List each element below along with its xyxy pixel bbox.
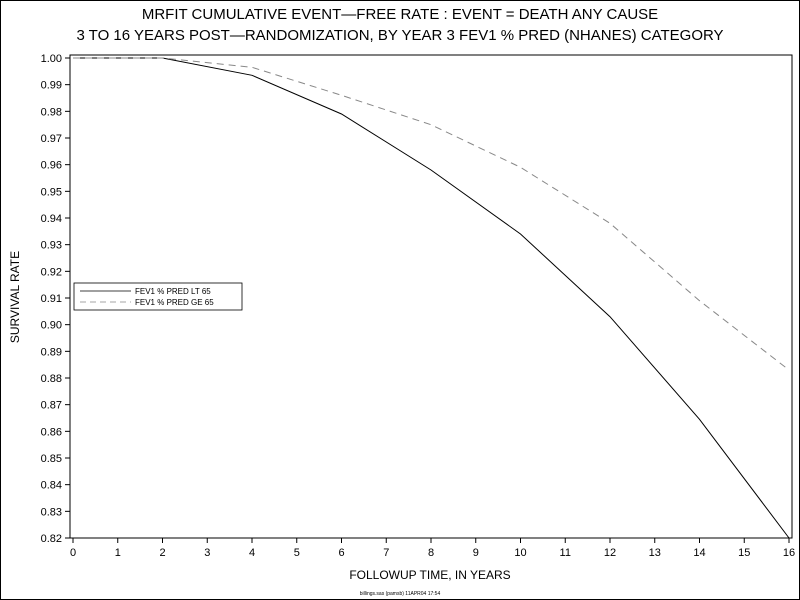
y-axis: 0.82 0.83 0.84 0.85 0.86 0.87 0.88 0.89 0.90 0.91…: [41, 53, 70, 545]
y-tick-label: 0.85: [41, 453, 62, 465]
y-tick-label: 0.84: [41, 480, 62, 492]
y-tick-label: 0.89: [41, 346, 62, 358]
y-tick-label: 0.86: [41, 426, 62, 438]
y-tick-label: 0.91: [41, 293, 62, 305]
y-tick-label: 0.93: [41, 240, 62, 252]
y-tick-label: 0.82: [41, 533, 62, 545]
legend-label-lt65: FEV1 % PRED LT 65: [135, 287, 211, 296]
y-tick-label: 0.99: [41, 80, 62, 92]
x-tick-label: 12: [604, 547, 616, 559]
y-tick-label: 0.92: [41, 266, 62, 278]
legend: FEV1 % PRED LT 65 FEV1 % PRED GE 65: [73, 282, 243, 311]
x-tick-label: 6: [338, 547, 344, 559]
x-tick-label: 9: [473, 547, 479, 559]
y-tick-label: 0.83: [41, 506, 62, 518]
y-tick-label: 0.96: [41, 160, 62, 172]
y-tick-label: 1.00: [41, 53, 62, 65]
y-tick-label: 0.87: [41, 400, 62, 412]
chart-title: MRFIT CUMULATIVE EVENT—FREE RATE : EVENT…: [142, 6, 658, 23]
chart-subtitle: 3 TO 16 YEARS POST—RANDOMIZATION, BY YEA…: [76, 27, 723, 44]
x-tick-label: 2: [159, 547, 165, 559]
x-tick-label: 10: [514, 547, 526, 559]
y-axis-label: SURVIVAL RATE: [8, 251, 22, 343]
footnote: billings.sas (pamsb) 11APR04 17:54: [360, 591, 441, 597]
y-tick-label: 0.90: [41, 320, 62, 332]
x-tick-label: 0: [70, 547, 76, 559]
x-tick-label: 15: [738, 547, 750, 559]
series-line-fev1-lt65: [73, 57, 790, 539]
x-tick-label: 3: [204, 547, 210, 559]
y-tick-label: 0.94: [41, 213, 62, 225]
legend-label-ge65: FEV1 % PRED GE 65: [135, 298, 214, 307]
x-axis: 0 1 2 3 4 5 6 7 8 9 10 11 12 13 14 15 16: [70, 538, 795, 559]
x-tick-label: 1: [115, 547, 121, 559]
series-line-fev1-ge65: [73, 57, 790, 371]
x-tick-label: 16: [783, 547, 795, 559]
y-tick-label: 0.98: [41, 106, 62, 118]
x-tick-label: 8: [428, 547, 434, 559]
legend-box: [73, 282, 243, 311]
x-tick-label: 7: [383, 547, 389, 559]
x-tick-label: 13: [649, 547, 661, 559]
y-tick-label: 0.97: [41, 133, 62, 145]
x-tick-label: 5: [294, 547, 300, 559]
x-axis-label: FOLLOWUP TIME, IN YEARS: [349, 568, 510, 582]
x-tick-label: 4: [249, 547, 255, 559]
x-tick-label: 11: [560, 547, 571, 559]
x-tick-label: 14: [693, 547, 705, 559]
series-layer: [73, 57, 790, 539]
y-tick-label: 0.88: [41, 373, 62, 385]
y-tick-label: 0.95: [41, 186, 62, 198]
